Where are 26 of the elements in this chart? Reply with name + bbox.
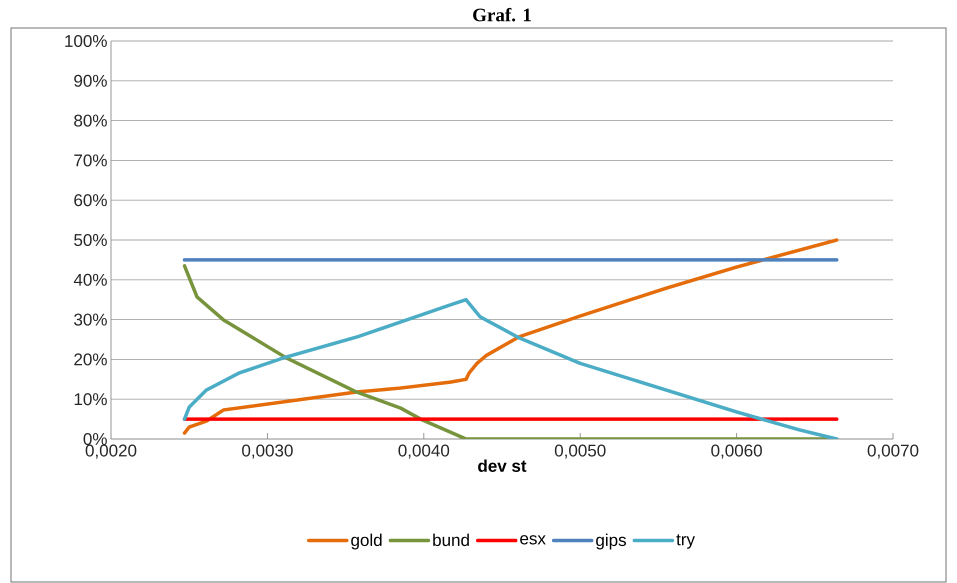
x-tick-label: 0,0060 [711, 444, 762, 459]
y-tick-label: 90% [74, 74, 107, 87]
x-tick-label: 0,0030 [242, 444, 293, 459]
y-tick-label: 0% [84, 432, 107, 446]
line-series [182, 238, 838, 435]
y-tick-label: 10% [74, 393, 107, 406]
x-tick-label: 0,0020 [86, 444, 136, 459]
legend-label: gold [351, 534, 382, 550]
x-axis-title: dev st [478, 459, 526, 472]
y-tick-label: 50% [74, 234, 107, 246]
line-series [182, 298, 838, 440]
y-tick-label: 20% [74, 353, 107, 366]
legend-label: esx [520, 535, 546, 544]
x-tick-label: 0,0040 [398, 444, 450, 459]
legend-label: try [676, 534, 695, 549]
y-tick-label: 80% [74, 114, 107, 127]
y-tick-label: 60% [74, 194, 107, 206]
y-tick-label: 40% [74, 274, 107, 286]
y-tick-label: 100% [65, 34, 107, 48]
chart-title: Graf. 1 [473, 8, 531, 22]
legend-label: gips [596, 534, 626, 550]
x-tick-label: 0,0050 [554, 444, 606, 459]
legend-label: bund [433, 534, 469, 546]
y-tick-label: 30% [74, 314, 107, 326]
x-tick-label: 0,0070 [868, 444, 918, 459]
y-tick-label: 70% [74, 154, 107, 166]
